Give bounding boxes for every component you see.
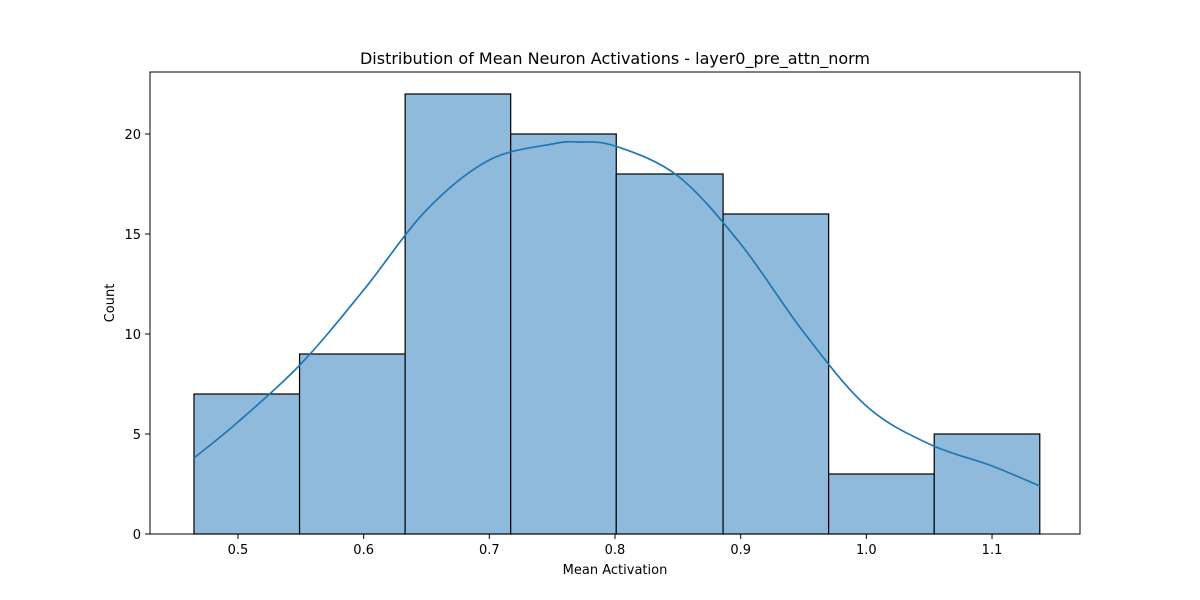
y-tick-label: 10 — [124, 328, 141, 343]
y-axis-ticks: 0 5 10 15 20 — [124, 128, 150, 543]
histogram-bar-5 — [615, 173, 724, 535]
histogram-bar-6 — [722, 213, 830, 535]
y-axis-label: Count — [103, 284, 118, 323]
x-tick-label: 0.7 — [479, 543, 500, 558]
histogram-bar-4 — [510, 133, 617, 535]
x-tick-label: 0.6 — [353, 543, 374, 558]
x-tick-label: 0.8 — [605, 543, 626, 558]
kde-curve — [193, 140, 1041, 487]
x-tick-label: 1.0 — [856, 543, 877, 558]
x-tick-label: 0.5 — [228, 543, 249, 558]
histogram-bars — [193, 93, 1041, 535]
histogram-bar-2 — [298, 353, 406, 535]
y-tick-label: 20 — [124, 128, 141, 143]
histogram-bar-7 — [828, 473, 935, 535]
x-axis-ticks: 0.5 0.6 0.7 0.8 0.9 1.0 1.1 — [228, 534, 1003, 558]
y-tick-label: 15 — [124, 228, 141, 243]
histogram-bar-3 — [404, 93, 512, 535]
x-tick-label: 0.9 — [730, 543, 751, 558]
y-tick-label: 5 — [133, 428, 141, 443]
y-tick-label: 0 — [133, 528, 141, 543]
x-axis-label: Mean Activation — [563, 563, 668, 578]
histogram-bar-8 — [933, 433, 1041, 535]
chart-title: Distribution of Mean Neuron Activations … — [360, 49, 870, 69]
x-tick-label: 1.1 — [982, 543, 1003, 558]
histogram-bar-1 — [193, 393, 301, 535]
